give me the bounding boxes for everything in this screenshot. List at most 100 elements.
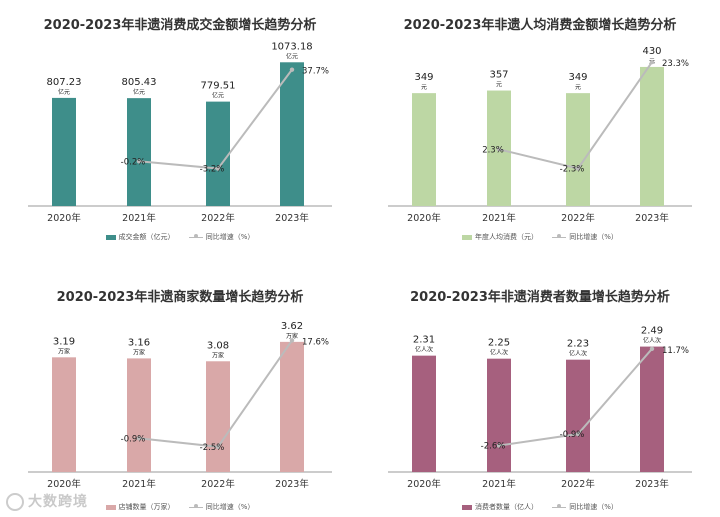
growth-point xyxy=(136,436,142,441)
growth-point xyxy=(496,443,502,448)
x-tick-label: 2023年 xyxy=(275,478,309,490)
growth-point xyxy=(289,338,295,343)
legend-line-label: 同比增速（%） xyxy=(569,503,618,511)
chart-svg: 3.19万家2020年3.16万家2021年3.08万家2022年3.62万家2… xyxy=(28,321,332,490)
bar-unit-label: 万家 xyxy=(286,332,298,340)
legend-bar-label: 店铺数量（万家） xyxy=(118,503,175,511)
legend-bar-label: 消费者数量（亿人） xyxy=(475,503,539,511)
chart-title: 2020-2023年非遗消费者数量增长趋势分析 xyxy=(410,290,670,305)
bar xyxy=(127,358,151,472)
bar-unit-label: 元 xyxy=(575,84,581,91)
growth-label: -2.6% xyxy=(481,442,506,452)
x-tick-label: 2020年 xyxy=(47,212,81,224)
x-tick-label: 2021年 xyxy=(122,212,156,224)
legend-line-label: 同比增速（%） xyxy=(205,503,255,511)
growth-point xyxy=(575,166,581,171)
legend: 成交金额（亿元） 同比增速（%） xyxy=(0,232,360,242)
x-tick-label: 2022年 xyxy=(201,212,235,224)
legend-bar-label: 成交金额（亿元） xyxy=(118,233,175,241)
chart-title: 2020-2023年非遗商家数量增长趋势分析 xyxy=(56,290,304,305)
bar xyxy=(206,101,230,206)
growth-point xyxy=(215,166,221,171)
growth-point xyxy=(496,147,502,152)
chart-panel-merchants: 2020-2023年非遗商家数量增长趋势分析 3.19 万家 2020年 3.16 万家… xyxy=(0,258,360,516)
bar xyxy=(127,98,151,206)
bar xyxy=(412,355,436,472)
growth-point xyxy=(649,59,655,65)
legend: 年度人均消费（元） 同比增速（%） xyxy=(360,232,720,242)
growth-label: 17.6% xyxy=(302,337,329,347)
growth-point xyxy=(289,67,295,72)
growth-label: -3.2% xyxy=(200,165,225,175)
legend-line-swatch xyxy=(552,234,567,238)
x-tick-label: 2023年 xyxy=(635,212,669,224)
bar xyxy=(206,361,230,472)
bar-unit-label: 亿元 xyxy=(133,88,145,96)
bar xyxy=(566,93,590,206)
growth-point xyxy=(136,159,142,164)
bar-value-label: 3.16 xyxy=(128,337,150,348)
bar-value-label: 3.08 xyxy=(207,340,229,351)
bar-value-label: 779.51 xyxy=(201,81,236,92)
bar-unit-label: 亿人次 xyxy=(643,337,661,345)
bar-value-label: 3.19 xyxy=(53,336,75,347)
bar xyxy=(52,97,76,206)
chart-svg: 349元2020年357元2021年349元2022年430元2023年2.3%… xyxy=(388,46,692,224)
growth-label: 37.7% xyxy=(302,67,329,77)
legend-bar-label: 年度人均消费（元） xyxy=(475,233,539,241)
bar xyxy=(412,93,436,206)
bar-value-label: 357 xyxy=(489,70,508,81)
chart-panel-per-capita: 2020-2023年非遗人均消费金额增长趋势分析 349 元 2020年 357 元 20… xyxy=(360,0,720,258)
legend: 店铺数量（万家） 同比增速（%） xyxy=(0,502,360,512)
bar-value-label: 349 xyxy=(568,72,587,83)
growth-label: 11.7% xyxy=(662,346,689,356)
growth-point xyxy=(215,444,221,449)
legend-line-label: 同比增速（%） xyxy=(569,233,618,241)
x-tick-label: 2022年 xyxy=(201,478,235,490)
chart-title: 2020-2023年非遗消费成交金额增长趋势分析 xyxy=(43,18,317,33)
x-tick-label: 2023年 xyxy=(275,212,309,224)
bar xyxy=(487,358,511,472)
chart-title: 2020-2023年非遗人均消费金额增长趋势分析 xyxy=(403,18,677,33)
legend-bar-swatch xyxy=(462,234,473,240)
bar-value-label: 1073.18 xyxy=(271,41,312,52)
legend-bar-swatch xyxy=(105,234,116,240)
x-tick-label: 2022年 xyxy=(561,478,595,490)
bar xyxy=(566,359,590,472)
bar-unit-label: 亿人次 xyxy=(490,349,508,357)
legend-line-swatch xyxy=(552,504,567,508)
bar-value-label: 807.23 xyxy=(47,77,82,88)
bar-value-label: 2.23 xyxy=(567,339,589,350)
bar xyxy=(640,346,664,472)
bar-unit-label: 亿元 xyxy=(212,92,224,100)
bar-value-label: 2.49 xyxy=(641,326,663,337)
bar-value-label: 349 xyxy=(414,72,433,83)
x-tick-label: 2022年 xyxy=(561,212,595,224)
bar-unit-label: 亿人次 xyxy=(415,346,433,354)
x-tick-label: 2021年 xyxy=(122,478,156,490)
bar xyxy=(52,357,76,472)
bar-unit-label: 万家 xyxy=(133,348,145,356)
bar-unit-label: 亿元 xyxy=(58,88,70,96)
x-tick-label: 2020年 xyxy=(407,478,441,490)
growth-label: -0.9% xyxy=(121,434,146,444)
growth-label: -2.3% xyxy=(560,164,585,174)
bar-unit-label: 万家 xyxy=(212,351,224,359)
legend-line-label: 同比增速（%） xyxy=(205,233,255,241)
x-tick-label: 2020年 xyxy=(47,478,81,490)
watermark-logo-icon xyxy=(6,493,24,511)
bar-value-label: 2.25 xyxy=(488,338,510,349)
x-tick-label: 2023年 xyxy=(635,478,669,490)
bar-value-label: 430 xyxy=(642,46,661,57)
bar xyxy=(280,62,304,206)
legend-line-swatch xyxy=(188,234,203,238)
bar-unit-label: 亿元 xyxy=(286,52,298,60)
growth-label: 23.3% xyxy=(662,59,689,69)
legend-bar-swatch xyxy=(462,504,473,510)
bar-unit-label: 元 xyxy=(496,82,502,89)
bar-value-label: 2.31 xyxy=(413,335,435,346)
growth-label: 2.3% xyxy=(482,145,504,155)
growth-label: -2.5% xyxy=(200,443,225,453)
bar-unit-label: 亿人次 xyxy=(569,350,587,358)
watermark-text: 大数跨境 xyxy=(28,494,88,510)
